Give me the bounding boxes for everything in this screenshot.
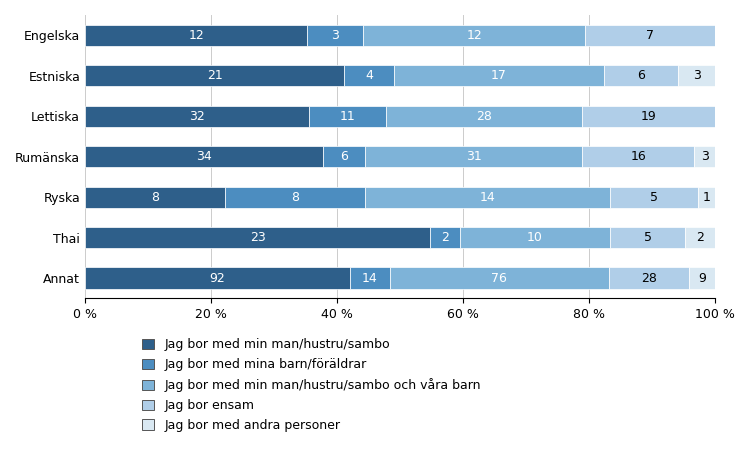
Text: 8: 8 [291, 191, 299, 203]
Bar [698, 187, 715, 207]
Text: 14: 14 [362, 272, 378, 284]
Bar [604, 65, 678, 86]
Text: 12: 12 [188, 29, 204, 42]
Text: 4: 4 [365, 69, 373, 82]
Text: 3: 3 [700, 150, 709, 163]
Text: 28: 28 [476, 110, 492, 123]
Text: 16: 16 [630, 150, 646, 163]
Text: 14: 14 [480, 191, 496, 203]
Bar [350, 268, 390, 288]
Text: 92: 92 [209, 272, 225, 284]
Text: 6: 6 [637, 69, 645, 82]
Text: 23: 23 [250, 231, 266, 244]
Bar [430, 227, 460, 248]
Text: 9: 9 [698, 272, 706, 284]
Text: 7: 7 [646, 29, 654, 42]
Text: 32: 32 [189, 110, 205, 123]
Text: 8: 8 [151, 191, 159, 203]
Bar [85, 25, 308, 46]
Bar [694, 146, 715, 167]
Bar [585, 25, 715, 46]
Bar [365, 146, 582, 167]
Bar [85, 187, 225, 207]
Text: 76: 76 [491, 272, 507, 284]
Text: 3: 3 [692, 69, 700, 82]
Bar [309, 106, 386, 126]
Bar [610, 187, 698, 207]
Bar [460, 227, 610, 248]
Text: 11: 11 [340, 110, 356, 123]
Bar [363, 25, 585, 46]
Bar [386, 106, 582, 126]
Text: 28: 28 [641, 272, 657, 284]
Bar [85, 65, 344, 86]
Bar [678, 65, 715, 86]
Text: 12: 12 [466, 29, 482, 42]
Text: 6: 6 [340, 150, 348, 163]
Bar [610, 227, 685, 248]
Bar [365, 187, 610, 207]
Bar [689, 268, 715, 288]
Legend: Jag bor med min man/hustru/sambo, Jag bor med mina barn/föräldrar, Jag bor med m: Jag bor med min man/hustru/sambo, Jag bo… [142, 339, 481, 432]
Text: 1: 1 [702, 191, 710, 203]
Text: 17: 17 [491, 69, 507, 82]
Text: 19: 19 [640, 110, 656, 123]
Bar [308, 25, 363, 46]
Bar [582, 146, 694, 167]
Text: 31: 31 [466, 150, 482, 163]
Text: 2: 2 [696, 231, 704, 244]
Text: 3: 3 [332, 29, 339, 42]
Bar [323, 146, 365, 167]
Bar [85, 268, 350, 288]
Bar [394, 65, 604, 86]
Bar [582, 106, 715, 126]
Text: 21: 21 [207, 69, 223, 82]
Text: 10: 10 [527, 231, 543, 244]
Bar [344, 65, 394, 86]
Bar [225, 187, 365, 207]
Bar [390, 268, 608, 288]
Bar [608, 268, 689, 288]
Text: 5: 5 [644, 231, 652, 244]
Bar [85, 227, 430, 248]
Text: 2: 2 [441, 231, 449, 244]
Bar [685, 227, 715, 248]
Text: 34: 34 [196, 150, 212, 163]
Bar [85, 106, 309, 126]
Text: 5: 5 [650, 191, 658, 203]
Bar [85, 146, 323, 167]
